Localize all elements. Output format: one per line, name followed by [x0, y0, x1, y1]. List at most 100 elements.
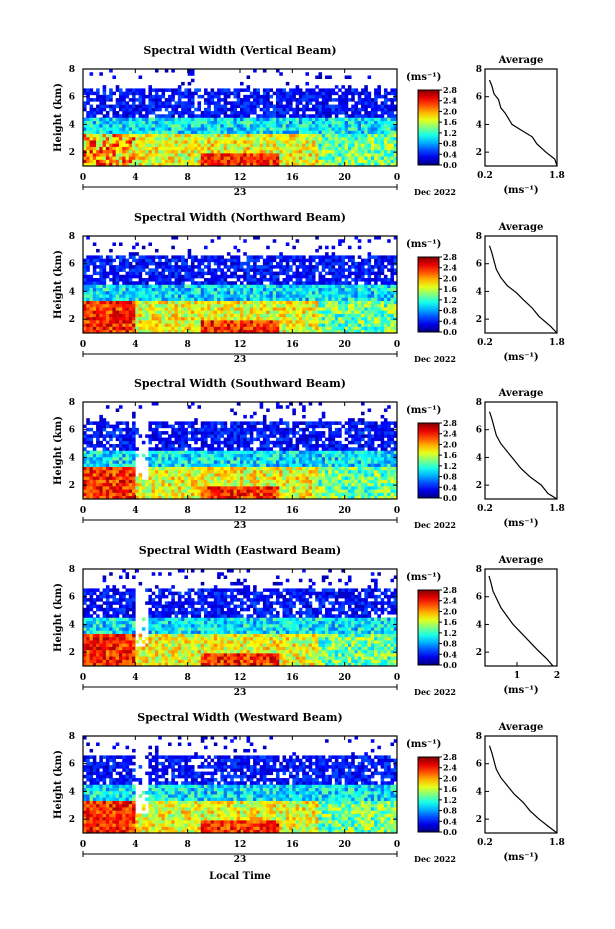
x-tick-label: 0: [80, 506, 86, 516]
x-tick-label: 0: [80, 173, 86, 183]
average-frame: [484, 68, 558, 167]
colorbar-tick-label: 1.2: [443, 628, 457, 638]
x-tick-label: 4: [132, 840, 138, 850]
average-y-tick-label: 8: [476, 232, 482, 242]
x-tick-label: 0: [80, 840, 86, 850]
y-axis-label: Height (km): [53, 583, 64, 652]
colorbar-tick-label: 0.8: [443, 306, 457, 316]
colorbar-unit: (ms⁻¹): [406, 572, 441, 583]
average-title: Average: [498, 555, 544, 566]
y-tick-label: 2: [69, 315, 75, 325]
colorbar-unit: (ms⁻¹): [406, 739, 441, 750]
heatmap-cells: [83, 736, 398, 834]
date-label: Dec 2022: [414, 854, 456, 864]
average-y-tick-label: 6: [476, 593, 482, 603]
colorbar-tick-label: 2.4: [443, 263, 457, 273]
colorbar-tick-label: 1.6: [443, 617, 457, 627]
average-x-label: (ms⁻¹): [503, 352, 538, 363]
average-panel: Average 2 4 6 8 0.2 1.8 (ms⁻¹): [476, 388, 565, 529]
average-frame: [484, 568, 558, 667]
heatmap-cells: [83, 569, 398, 667]
average-x-tick-label: 0.2: [477, 338, 493, 348]
y-tick-label: 2: [69, 815, 75, 825]
average-x-label: (ms⁻¹): [503, 518, 538, 529]
average-y-tick-label: 2: [476, 148, 482, 158]
y-tick-label: 4: [69, 787, 75, 797]
panel-2: Spectral Width (Northward Beam) 2 4 6 8 Heigh…: [53, 211, 565, 365]
average-profile-line: [488, 575, 554, 667]
colorbar-unit: (ms⁻¹): [406, 239, 441, 250]
colorbar-tick-label: 0.4: [443, 316, 457, 326]
average-y-tick-label: 8: [476, 732, 482, 742]
average-panel: Average 2 4 6 8 0.2 1.8 (ms⁻¹): [476, 222, 565, 363]
x-tick-label: 16: [286, 673, 299, 683]
colorbar: [417, 756, 440, 833]
average-y-tick-label: 2: [476, 648, 482, 658]
average-y-tick-label: 8: [476, 398, 482, 408]
y-tick-label: 6: [69, 93, 75, 103]
colorbar-tick-label: 2.8: [443, 752, 457, 762]
x-tick-label: 20: [338, 173, 351, 183]
panel-title: Spectral Width (Vertical Beam): [143, 44, 336, 57]
colorbar-tick-label: 2.0: [443, 439, 457, 449]
average-x-tick-label: 2: [554, 671, 560, 681]
colorbar-tick-label: 1.6: [443, 784, 457, 794]
colorbar-tick-label: 2.0: [443, 273, 457, 283]
x-tick-label: 20: [338, 673, 351, 683]
panel-4: Spectral Width (Eastward Beam) 2 4 6 8 Height…: [53, 544, 560, 698]
colorbar-tick-label: 2.8: [443, 585, 457, 595]
panel-5: Spectral Width (Westward Beam) 2 4 6 8 Height…: [53, 711, 565, 865]
panel-3: Spectral Width (Southward Beam) 2 4 6 8 Heigh…: [53, 377, 565, 531]
colorbar-tick-label: 0.8: [443, 639, 457, 649]
average-y-tick-label: 4: [476, 453, 482, 463]
average-frame: [484, 235, 558, 334]
y-tick-label: 8: [69, 65, 75, 75]
average-title: Average: [498, 55, 544, 66]
y-tick-label: 6: [69, 260, 75, 270]
x-tick-label: 0: [394, 173, 400, 183]
x-tick-label: 8: [185, 340, 191, 350]
x-tick-label: 16: [286, 173, 299, 183]
x-tick-label: 8: [185, 173, 191, 183]
average-y-tick-label: 6: [476, 426, 482, 436]
x-tick-label: 20: [338, 340, 351, 350]
y-tick-label: 2: [69, 148, 75, 158]
colorbar-tick-label: 0.8: [443, 472, 457, 482]
average-x-tick-label: 1.8: [549, 171, 565, 181]
average-x-label: (ms⁻¹): [503, 185, 538, 196]
day-label: 23: [234, 188, 247, 198]
colorbar-tick-label: 0.0: [443, 160, 457, 170]
y-axis-label: Height (km): [53, 750, 64, 819]
x-tick-label: 8: [185, 506, 191, 516]
y-tick-label: 6: [69, 760, 75, 770]
colorbar: [417, 256, 440, 333]
colorbar-unit: (ms⁻¹): [406, 72, 441, 83]
average-frame: [484, 735, 558, 834]
colorbar-tick-label: 1.6: [443, 284, 457, 294]
average-y-tick-label: 6: [476, 260, 482, 270]
x-tick-label: 0: [394, 340, 400, 350]
average-x-tick-label: 1.8: [549, 338, 565, 348]
average-x-tick-label: 1.8: [549, 838, 565, 848]
y-tick-label: 8: [69, 565, 75, 575]
y-tick-label: 4: [69, 453, 75, 463]
panel-title: Spectral Width (Westward Beam): [137, 711, 342, 724]
average-panel: Average 2 4 6 8 0.2 1.8 (ms⁻¹): [476, 722, 565, 863]
colorbar-unit: (ms⁻¹): [406, 405, 441, 416]
x-tick-label: 0: [394, 506, 400, 516]
colorbar: [417, 89, 440, 166]
day-label: 23: [234, 688, 247, 698]
x-tick-label: 16: [286, 840, 299, 850]
panel-title: Spectral Width (Southward Beam): [134, 377, 346, 390]
colorbar: [417, 422, 440, 499]
average-y-tick-label: 6: [476, 760, 482, 770]
x-tick-label: 20: [338, 840, 351, 850]
colorbar-tick-label: 2.0: [443, 606, 457, 616]
y-axis-label: Height (km): [53, 416, 64, 485]
y-tick-label: 4: [69, 620, 75, 630]
x-tick-label: 0: [80, 673, 86, 683]
y-tick-label: 4: [69, 120, 75, 130]
average-y-tick-label: 2: [476, 815, 482, 825]
colorbar-tick-label: 1.6: [443, 450, 457, 460]
